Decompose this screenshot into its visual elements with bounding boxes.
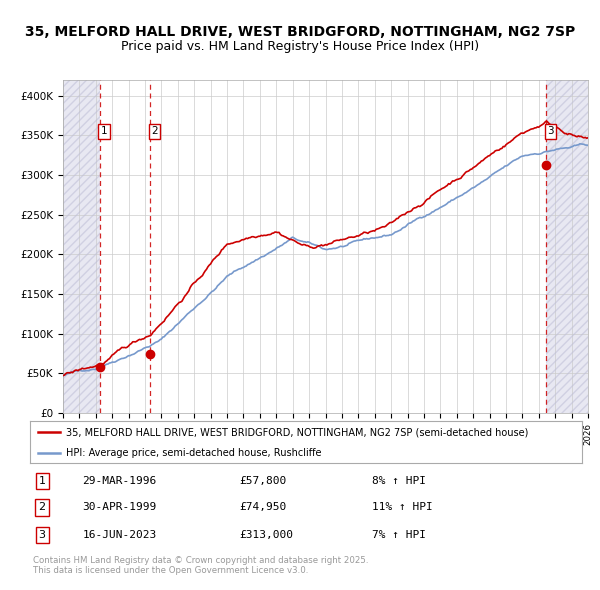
Text: Contains HM Land Registry data © Crown copyright and database right 2025.
This d: Contains HM Land Registry data © Crown c… (33, 556, 368, 575)
Text: 16-JUN-2023: 16-JUN-2023 (82, 530, 157, 540)
Text: 3: 3 (38, 530, 46, 540)
Text: 35, MELFORD HALL DRIVE, WEST BRIDGFORD, NOTTINGHAM, NG2 7SP (semi-detached house: 35, MELFORD HALL DRIVE, WEST BRIDGFORD, … (66, 427, 528, 437)
Text: £313,000: £313,000 (240, 530, 294, 540)
Text: 35, MELFORD HALL DRIVE, WEST BRIDGFORD, NOTTINGHAM, NG2 7SP: 35, MELFORD HALL DRIVE, WEST BRIDGFORD, … (25, 25, 575, 39)
Bar (63, 80, 100, 413)
Text: 3: 3 (547, 126, 554, 136)
Text: £74,950: £74,950 (240, 503, 287, 512)
Text: 11% ↑ HPI: 11% ↑ HPI (372, 503, 433, 512)
Bar (546, 80, 588, 413)
Text: 2: 2 (151, 126, 158, 136)
Text: 1: 1 (101, 126, 107, 136)
Text: 7% ↑ HPI: 7% ↑ HPI (372, 530, 426, 540)
Text: HPI: Average price, semi-detached house, Rushcliffe: HPI: Average price, semi-detached house,… (66, 448, 322, 457)
Bar (63, 80, 100, 413)
Text: 8% ↑ HPI: 8% ↑ HPI (372, 476, 426, 486)
Text: Price paid vs. HM Land Registry's House Price Index (HPI): Price paid vs. HM Land Registry's House … (121, 40, 479, 53)
Bar (546, 80, 588, 413)
Text: £57,800: £57,800 (240, 476, 287, 486)
Text: 30-APR-1999: 30-APR-1999 (82, 503, 157, 512)
Text: 2: 2 (38, 503, 46, 512)
Text: 1: 1 (38, 476, 46, 486)
Text: 29-MAR-1996: 29-MAR-1996 (82, 476, 157, 486)
